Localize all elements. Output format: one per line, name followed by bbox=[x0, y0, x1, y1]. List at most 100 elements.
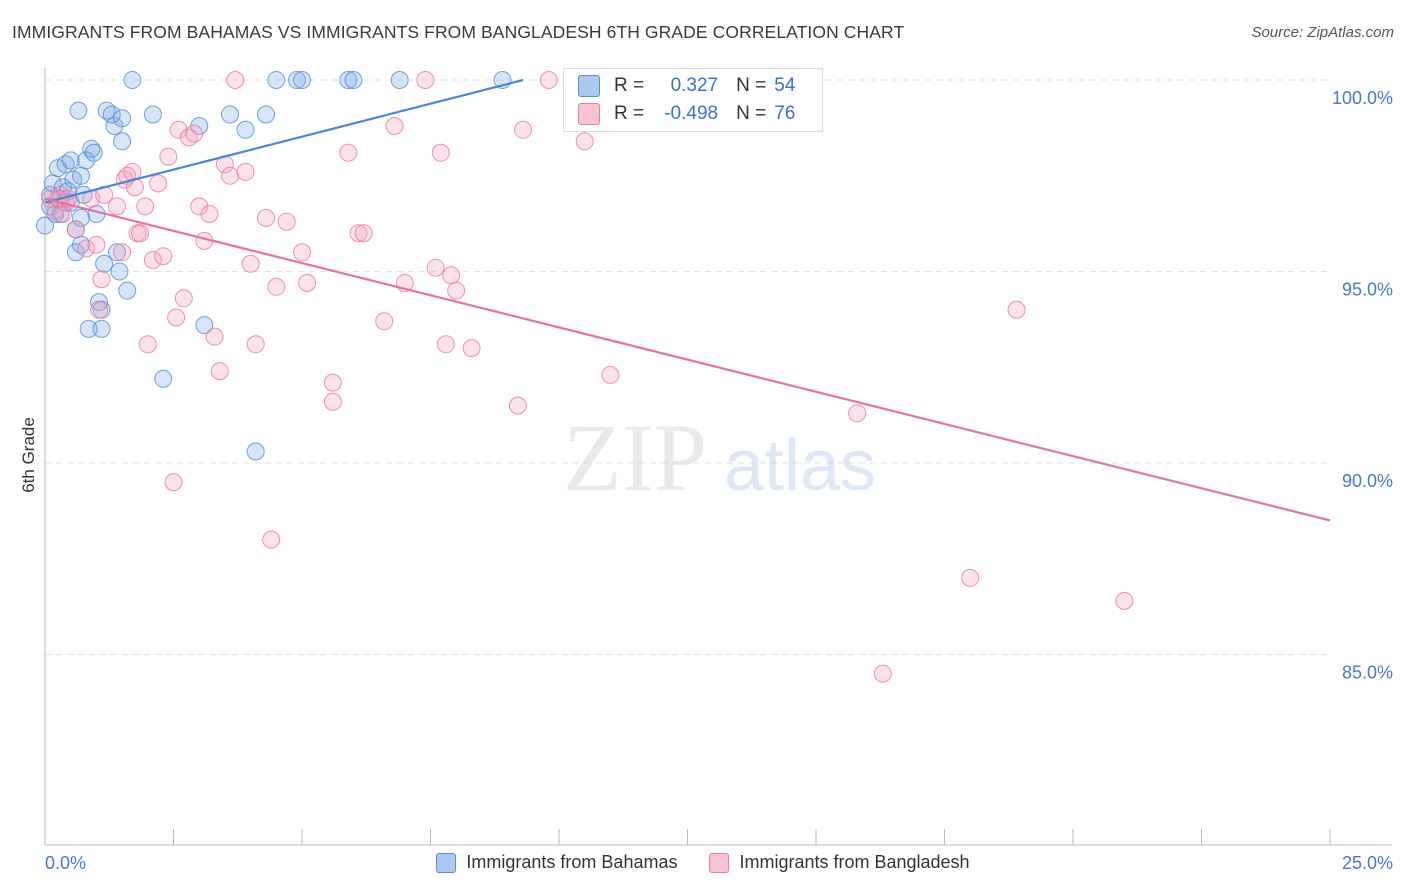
point-bahamas bbox=[195, 316, 214, 335]
stat-r-value: -0.498 bbox=[664, 103, 719, 124]
point-bahamas bbox=[118, 281, 137, 300]
x-tick-label: 25.0% bbox=[1342, 853, 1393, 873]
trend-lines bbox=[44, 78, 1331, 522]
point-bangladesh bbox=[131, 224, 150, 243]
point-bangladesh bbox=[241, 254, 260, 273]
point-bangladesh bbox=[508, 396, 527, 415]
point-bangladesh bbox=[961, 568, 980, 587]
point-bahamas bbox=[236, 120, 255, 139]
point-bangladesh bbox=[66, 220, 85, 239]
y-tick-label: 95.0% bbox=[1342, 280, 1393, 300]
axes bbox=[44, 68, 1392, 846]
point-bangladesh bbox=[108, 197, 126, 216]
chart-title: IMMIGRANTS FROM BAHAMAS VS IMMIGRANTS FR… bbox=[12, 22, 905, 42]
point-bangladesh bbox=[136, 197, 155, 216]
point-bangladesh bbox=[257, 208, 275, 227]
point-bangladesh bbox=[113, 243, 132, 262]
legend: Immigrants from Bahamas Immigrants from … bbox=[0, 852, 1406, 873]
point-bangladesh bbox=[92, 270, 111, 289]
point-bahamas bbox=[293, 71, 311, 89]
stat-n-label: N = bbox=[736, 103, 767, 124]
point-bangladesh bbox=[447, 281, 466, 300]
point-bangladesh bbox=[298, 274, 317, 292]
legend-label-bahamas: Immigrants from Bahamas bbox=[466, 852, 678, 872]
point-bahamas bbox=[69, 101, 88, 120]
point-bahamas bbox=[84, 143, 103, 162]
point-bangladesh bbox=[90, 300, 108, 319]
point-bangladesh bbox=[339, 143, 358, 162]
point-bahamas bbox=[92, 319, 111, 338]
point-bangladesh bbox=[539, 71, 558, 89]
point-bahamas bbox=[154, 369, 173, 388]
watermark: ZIP atlas bbox=[563, 404, 876, 511]
point-bahamas bbox=[344, 71, 363, 89]
point-bangladesh bbox=[514, 120, 532, 139]
point-bahamas bbox=[143, 105, 162, 124]
point-bangladesh bbox=[138, 335, 157, 354]
point-bahamas bbox=[390, 71, 409, 89]
stat-swatch-bahamas bbox=[578, 75, 600, 97]
point-bangladesh bbox=[267, 277, 286, 296]
point-bahamas bbox=[123, 71, 142, 89]
point-bangladesh bbox=[190, 197, 209, 216]
watermark-zip: ZIP bbox=[563, 404, 707, 511]
point-bahamas bbox=[110, 262, 129, 281]
point-bangladesh bbox=[601, 365, 620, 384]
x-tick-label: 0.0% bbox=[45, 853, 86, 873]
gridlines bbox=[45, 79, 1330, 655]
tick-labels: 85.0% 90.0% 95.0% 100.0% 0.0% 25.0% bbox=[45, 88, 1393, 873]
legend-swatch-bangladesh bbox=[709, 852, 730, 873]
point-bahamas bbox=[113, 109, 132, 128]
point-bangladesh bbox=[169, 120, 188, 139]
point-bangladesh bbox=[426, 258, 445, 277]
point-bangladesh bbox=[1007, 300, 1026, 319]
point-bahamas bbox=[267, 71, 286, 89]
point-bangladesh bbox=[385, 117, 404, 135]
y-tick-label: 85.0% bbox=[1342, 663, 1393, 683]
point-bangladesh bbox=[442, 266, 461, 285]
point-bangladesh bbox=[246, 335, 265, 354]
source-label: Source: ZipAtlas.com bbox=[1251, 24, 1394, 41]
stat-row-bangladesh: R = -0.498 N = 76 bbox=[578, 100, 795, 128]
point-bangladesh bbox=[416, 71, 435, 89]
point-bangladesh bbox=[87, 235, 106, 254]
point-bahamas bbox=[79, 319, 98, 338]
point-bahamas bbox=[105, 117, 124, 135]
point-bangladesh bbox=[185, 124, 204, 143]
point-bahamas bbox=[113, 132, 132, 151]
point-bangladesh bbox=[349, 224, 368, 243]
point-bahamas bbox=[72, 166, 90, 185]
point-bangladesh bbox=[848, 404, 867, 423]
stat-row-bahamas: R = 0.327 N = 54 bbox=[578, 72, 795, 100]
point-bangladesh bbox=[873, 664, 892, 683]
point-bangladesh bbox=[226, 71, 245, 89]
point-bahamas bbox=[36, 216, 54, 235]
point-bangladesh bbox=[159, 147, 178, 166]
point-bangladesh bbox=[323, 373, 342, 392]
point-bangladesh bbox=[431, 143, 450, 162]
point-bangladesh bbox=[262, 530, 281, 549]
point-bangladesh bbox=[575, 132, 594, 151]
point-bangladesh bbox=[210, 362, 229, 381]
point-bangladesh bbox=[174, 289, 193, 308]
point-bangladesh bbox=[154, 247, 173, 266]
stat-n-label: N = bbox=[736, 75, 767, 96]
stat-r-label: R = bbox=[614, 75, 645, 96]
legend-item-bahamas[interactable]: Immigrants from Bahamas bbox=[436, 852, 677, 873]
point-bahamas bbox=[287, 71, 306, 89]
point-bahamas bbox=[339, 71, 358, 89]
point-bangladesh bbox=[164, 473, 183, 492]
point-bangladesh bbox=[375, 312, 394, 331]
stats-box: R = 0.327 N = 54 R = -0.498 N = 76 bbox=[563, 68, 823, 132]
point-bahamas bbox=[102, 105, 121, 124]
y-tick-label: 90.0% bbox=[1342, 471, 1393, 491]
point-bahamas bbox=[61, 151, 80, 170]
legend-item-bangladesh[interactable]: Immigrants from Bangladesh bbox=[709, 852, 970, 873]
point-bangladesh bbox=[143, 251, 162, 269]
watermark-atlas: atlas bbox=[724, 426, 876, 506]
stat-r-label: R = bbox=[614, 103, 645, 124]
legend-swatch-bahamas bbox=[436, 852, 457, 873]
legend-label-bangladesh: Immigrants from Bangladesh bbox=[739, 852, 970, 872]
point-bangladesh bbox=[436, 335, 455, 354]
point-bangladesh bbox=[236, 162, 255, 181]
